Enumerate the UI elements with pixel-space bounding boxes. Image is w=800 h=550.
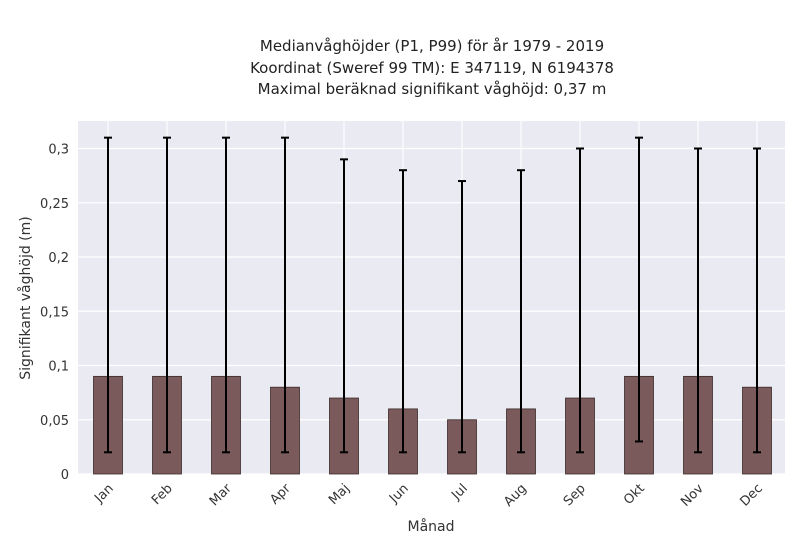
- error-bar-aug: [517, 169, 525, 454]
- x-tick-label: Nov: [678, 481, 707, 510]
- x-axis-label: Månad: [408, 518, 455, 535]
- x-tick-label: Jun: [386, 481, 412, 507]
- x-tick-labels: Jan Feb Mar Apr Maj Jun Jul Aug Sep Okt Nov Dec: [91, 481, 765, 510]
- y-tick-label: 0,2: [48, 251, 69, 266]
- y-tick-label: 0,25: [40, 197, 69, 212]
- plot-area: [78, 121, 785, 474]
- chart-title-line-2: Koordinat (Sweref 99 TM): E 347119, N 61…: [250, 59, 614, 77]
- error-bar-jun: [399, 169, 407, 454]
- x-tick-label: Mar: [207, 481, 235, 509]
- x-tick-label: Aug: [501, 481, 530, 510]
- x-tick-label: Feb: [149, 481, 176, 508]
- x-tick-label: Apr: [267, 481, 294, 508]
- x-tick-label: Okt: [621, 481, 648, 508]
- x-tick-label: Maj: [326, 481, 353, 508]
- y-tick-label: 0,3: [48, 143, 69, 158]
- error-bar-dec: [753, 147, 761, 454]
- error-bar-maj: [340, 158, 348, 454]
- x-tick-label: Jan: [91, 481, 116, 506]
- x-tick-label: Sep: [561, 481, 589, 509]
- error-bar-sep: [576, 147, 584, 454]
- y-tick-label: 0: [61, 468, 69, 483]
- y-axis-label: Signifikant våghöjd (m): [17, 216, 34, 379]
- error-bars: [104, 136, 761, 454]
- chart-title-line-1: Medianvåghöjder (P1, P99) för år 1979 - …: [260, 37, 604, 55]
- chart-title-line-3: Maximal beräknad signifikant våghöjd: 0,…: [258, 80, 607, 98]
- error-bar-jan: [104, 136, 112, 454]
- error-bar-apr: [281, 136, 289, 454]
- error-bar-mar: [222, 136, 230, 454]
- error-bar-nov: [694, 147, 702, 454]
- y-tick-label: 0,05: [40, 414, 69, 429]
- error-bar-okt: [635, 136, 643, 443]
- y-tick-label: 0,15: [40, 305, 69, 320]
- error-bar-feb: [163, 136, 171, 454]
- x-tick-label: Dec: [737, 481, 765, 509]
- y-tick-labels: 0 0,05 0,1 0,15 0,2 0,25 0,3: [40, 143, 69, 484]
- x-tick-label: Jul: [448, 481, 470, 503]
- error-bar-jul: [458, 180, 466, 454]
- chart-title: Medianvåghöjder (P1, P99) för år 1979 - …: [250, 37, 614, 98]
- y-tick-label: 0,1: [48, 360, 69, 375]
